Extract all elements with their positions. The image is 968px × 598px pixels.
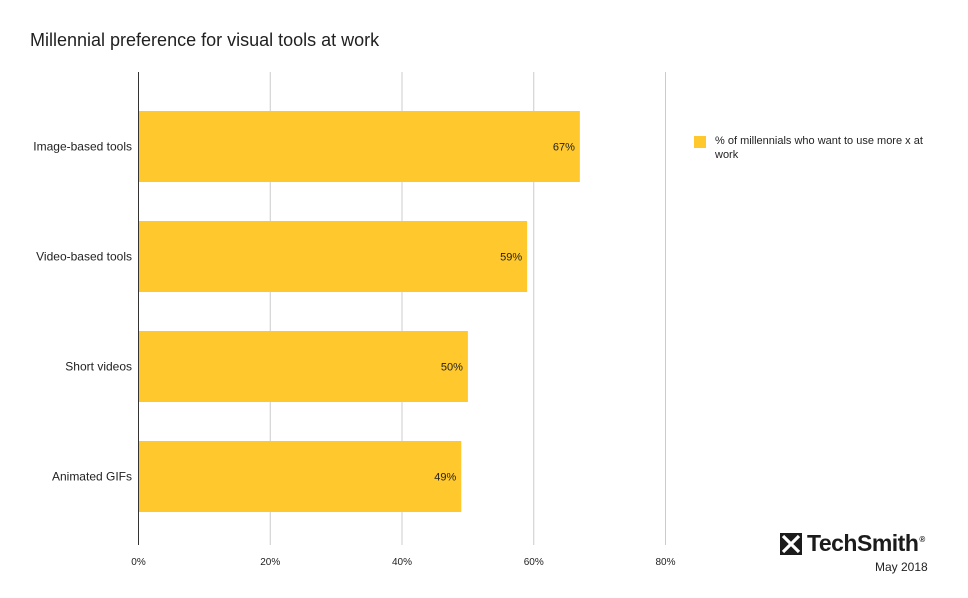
report-date: May 2018 [875, 560, 928, 574]
legend: % of millennials who want to use more x … [694, 134, 944, 162]
bar [138, 221, 528, 292]
techsmith-logo-text: TechSmith® [807, 530, 925, 556]
bar-data-label: 49% [434, 472, 456, 484]
category-label: Image-based tools [33, 140, 132, 154]
bar-data-label: 67% [553, 142, 575, 154]
x-tick-label: 20% [260, 557, 280, 568]
bar [138, 441, 462, 512]
x-tick-label: 60% [524, 557, 544, 568]
bars: 67% 59% 50% 49% [138, 111, 580, 512]
bar [138, 331, 468, 402]
chart-title: Millennial preference for visual tools a… [30, 30, 380, 50]
x-tick-label: 40% [392, 557, 412, 568]
bar-data-label: 50% [441, 362, 463, 374]
category-label: Animated GIFs [52, 470, 132, 484]
techsmith-branding: TechSmith® May 2018 [780, 530, 936, 574]
category-label: Video-based tools [36, 250, 132, 264]
x-tick-label: 0% [131, 557, 146, 568]
x-tick-label: 80% [655, 557, 675, 568]
category-label: Short videos [65, 360, 132, 374]
x-tick-labels: 0% 20% 40% 60% 80% [131, 557, 675, 568]
legend-label: % of millennials who want to use more x … [715, 135, 923, 161]
category-labels: Image-based tools Video-based tools Short … [33, 140, 132, 484]
bar [138, 111, 580, 182]
techsmith-x-icon [780, 532, 802, 555]
bar-data-label: 59% [500, 252, 522, 264]
legend-swatch [694, 136, 706, 148]
